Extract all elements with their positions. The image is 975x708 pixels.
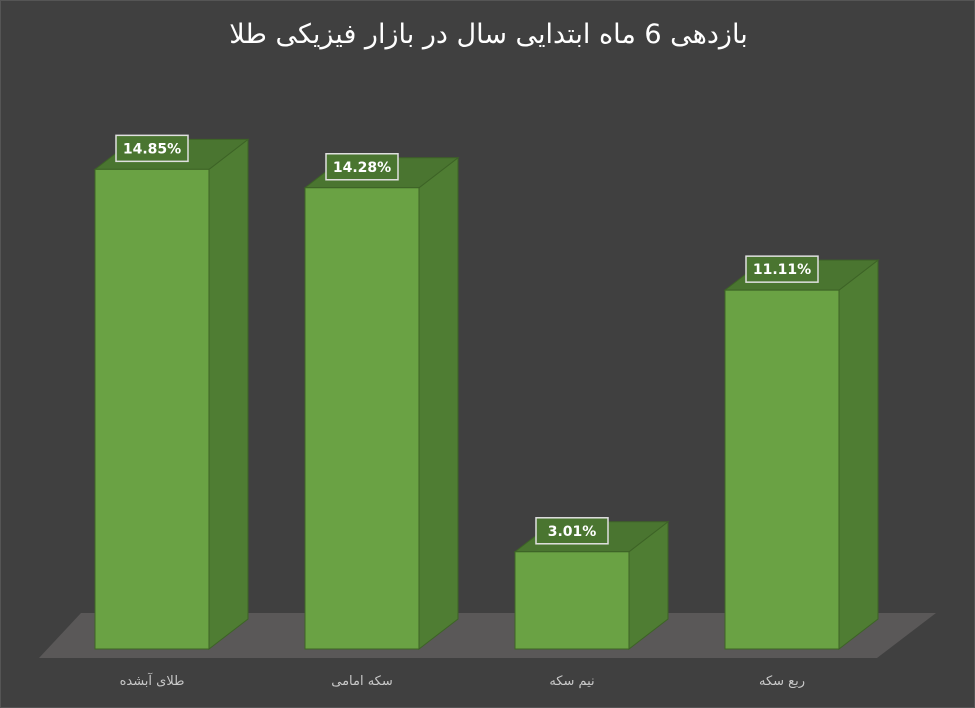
bar-side <box>838 259 879 651</box>
data-label: 14.85% <box>123 141 181 157</box>
bar <box>514 551 630 650</box>
data-label: 11.11% <box>753 262 811 278</box>
data-label-box <box>325 153 399 181</box>
data-label-box <box>745 255 819 283</box>
chart-floor <box>39 613 936 658</box>
bar <box>94 168 210 650</box>
data-label-box <box>535 517 609 545</box>
category-label: ربع سکه <box>759 674 805 689</box>
data-label: 3.01% <box>548 524 597 540</box>
data-label: 14.28% <box>333 160 391 176</box>
bar <box>724 289 840 650</box>
data-label-box <box>115 134 189 163</box>
category-label: نیم سکه <box>549 674 594 689</box>
category-label: سکه امامی <box>331 674 393 689</box>
bar <box>304 187 420 650</box>
bar-side <box>418 156 459 651</box>
chart-title: بازدهی 6 ماه ابتدایی سال در بازار فیزیکی… <box>229 19 748 50</box>
bar-side <box>208 138 249 651</box>
category-label: طلای آبشده <box>120 672 185 689</box>
